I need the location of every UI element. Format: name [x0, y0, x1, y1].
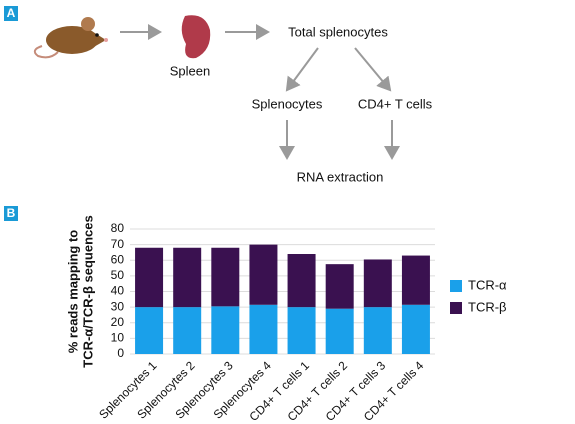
y-axis-label: TCR-α/TCR-β sequences: [80, 215, 95, 367]
y-tick-label: 60: [111, 252, 125, 266]
spleen-icon: [181, 15, 211, 59]
bar-segment: [211, 306, 240, 354]
y-tick-label: 0: [117, 346, 124, 360]
bar-segment: [211, 247, 240, 307]
y-axis-label: % reads mapping to: [65, 230, 80, 354]
y-tick-label: 40: [111, 284, 125, 298]
y-tick-label: 80: [111, 221, 125, 235]
bar-segment: [287, 254, 316, 308]
node-label: RNA extraction: [297, 169, 384, 184]
legend-swatch: [450, 280, 462, 292]
bar-segment: [363, 259, 392, 308]
y-tick-label: 20: [111, 315, 125, 329]
y-tick-label: 50: [111, 268, 125, 282]
node-label: Spleen: [170, 63, 210, 78]
bar-segment: [135, 307, 164, 354]
panel-badge: [4, 6, 18, 21]
bar-segment: [287, 307, 316, 354]
y-tick-label: 10: [111, 331, 125, 345]
bar-segment: [249, 244, 278, 305]
legend-swatch: [450, 302, 462, 314]
y-tick-label: 30: [111, 299, 125, 313]
arrow: [354, 47, 392, 92]
legend-label: TCR-β: [468, 299, 507, 314]
node-label: Splenocytes: [252, 96, 323, 111]
bar-segment: [135, 247, 164, 308]
bar-segment: [325, 264, 354, 309]
panel-label: B: [7, 206, 16, 220]
y-tick-label: 70: [111, 237, 125, 251]
bar-segment: [363, 307, 392, 354]
bar-segment: [401, 255, 430, 305]
bar-segment: [249, 304, 278, 354]
mouse-icon: [33, 17, 108, 59]
legend-label: TCR-α: [468, 277, 507, 292]
node-label: Total splenocytes: [288, 24, 388, 39]
bar-segment: [173, 307, 202, 354]
bar-segment: [325, 308, 354, 354]
panel-label: A: [7, 6, 16, 20]
panel-badge: [4, 206, 18, 221]
node-label: CD4+ T cells: [358, 96, 433, 111]
bar-segment: [401, 304, 430, 354]
bar-segment: [173, 247, 202, 308]
arrow: [285, 47, 319, 92]
